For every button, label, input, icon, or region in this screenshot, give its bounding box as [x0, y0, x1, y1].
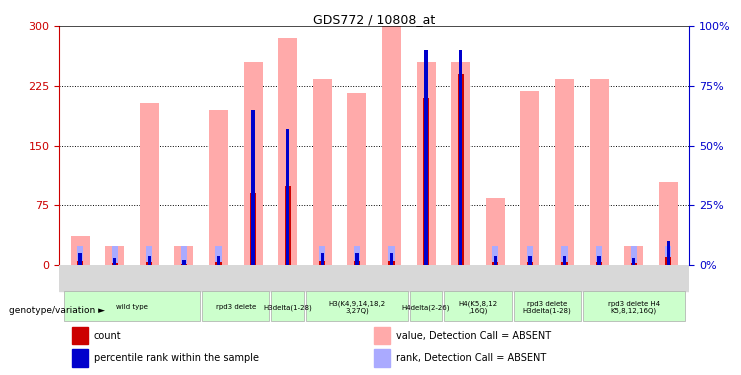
Text: rank, Detection Call = ABSENT: rank, Detection Call = ABSENT — [396, 353, 547, 363]
Bar — [458, 246, 464, 265]
Bar — [105, 246, 124, 265]
Bar — [251, 110, 255, 265]
Bar — [423, 246, 429, 265]
Bar — [590, 79, 608, 265]
Text: rpd3 delete H4
K5,8,12,16Q): rpd3 delete H4 K5,8,12,16Q) — [608, 301, 659, 314]
Bar — [216, 246, 222, 265]
Bar — [382, 14, 401, 265]
Bar — [555, 79, 574, 265]
Bar — [146, 246, 153, 265]
Bar — [181, 246, 187, 265]
Bar — [59, 265, 689, 291]
Bar — [562, 246, 568, 265]
Bar — [410, 291, 442, 321]
Bar — [459, 50, 462, 265]
Bar — [216, 262, 222, 265]
Bar — [113, 258, 116, 265]
Bar — [520, 91, 539, 265]
Text: wild type: wild type — [116, 304, 148, 310]
Bar — [631, 263, 637, 265]
Bar — [271, 291, 304, 321]
Bar — [492, 246, 499, 265]
Bar — [181, 264, 187, 265]
Bar — [182, 260, 185, 265]
Bar — [64, 291, 200, 321]
Bar — [77, 246, 83, 265]
Bar — [355, 253, 359, 265]
Text: H4(K5,8,12
,16Q): H4(K5,8,12 ,16Q) — [459, 300, 498, 315]
Bar — [278, 38, 297, 265]
Bar — [79, 253, 82, 265]
Bar — [388, 246, 395, 265]
Bar — [494, 256, 497, 265]
Bar — [631, 246, 637, 265]
Bar — [416, 62, 436, 265]
Bar — [388, 261, 395, 265]
Bar — [209, 110, 228, 265]
Bar — [72, 349, 87, 367]
Bar — [306, 291, 408, 321]
Bar — [596, 246, 602, 265]
Bar — [285, 186, 290, 265]
Title: GDS772 / 10808_at: GDS772 / 10808_at — [313, 13, 435, 26]
Bar — [285, 246, 290, 265]
Bar — [250, 194, 256, 265]
Bar — [112, 263, 118, 265]
Bar — [319, 261, 325, 265]
Bar — [353, 246, 360, 265]
Bar — [458, 74, 464, 265]
Bar — [72, 327, 87, 344]
Bar — [70, 237, 90, 265]
Bar — [174, 246, 193, 265]
Bar — [665, 257, 671, 265]
Text: percentile rank within the sample: percentile rank within the sample — [94, 353, 259, 363]
Bar — [390, 253, 393, 265]
Bar — [374, 349, 390, 367]
Bar — [527, 262, 533, 265]
Bar — [624, 246, 643, 265]
Bar — [528, 256, 531, 265]
Bar — [597, 256, 601, 265]
Bar — [374, 327, 390, 344]
Text: genotype/variation ►: genotype/variation ► — [9, 306, 105, 315]
Text: rpd3 delete
H3delta(1-28): rpd3 delete H3delta(1-28) — [523, 301, 571, 314]
Bar — [562, 262, 568, 265]
Bar — [665, 246, 671, 265]
Bar — [348, 93, 366, 265]
Text: value, Detection Call = ABSENT: value, Detection Call = ABSENT — [396, 330, 551, 340]
Bar — [659, 182, 678, 265]
Bar — [77, 261, 83, 265]
Bar — [244, 62, 262, 265]
Bar — [583, 291, 685, 321]
Bar — [140, 103, 159, 265]
Bar — [216, 256, 220, 265]
Bar — [451, 62, 471, 265]
Bar — [146, 262, 153, 265]
Bar — [147, 256, 151, 265]
Bar — [596, 262, 602, 265]
Bar — [202, 291, 269, 321]
Bar — [286, 129, 290, 265]
Bar — [632, 258, 636, 265]
Bar — [425, 50, 428, 265]
Text: count: count — [94, 330, 122, 340]
Bar — [445, 291, 511, 321]
Bar — [667, 241, 670, 265]
Text: H3(K4,9,14,18,2
3,27Q): H3(K4,9,14,18,2 3,27Q) — [328, 300, 385, 315]
Bar — [250, 246, 256, 265]
Bar — [514, 291, 581, 321]
Bar — [527, 246, 533, 265]
Bar — [321, 253, 324, 265]
Bar — [319, 246, 325, 265]
Bar — [313, 79, 332, 265]
Bar — [423, 98, 429, 265]
Bar — [486, 198, 505, 265]
Bar — [112, 246, 118, 265]
Text: H3delta(1-28): H3delta(1-28) — [263, 304, 312, 311]
Text: H4delta(2-26): H4delta(2-26) — [402, 304, 451, 311]
Bar — [563, 256, 566, 265]
Text: rpd3 delete: rpd3 delete — [216, 304, 256, 310]
Bar — [492, 262, 499, 265]
Bar — [353, 261, 360, 265]
